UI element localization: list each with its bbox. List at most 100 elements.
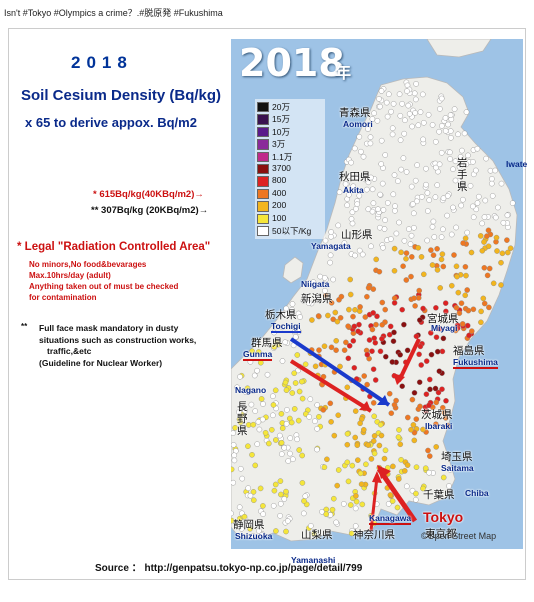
- measurement-dot: [333, 519, 339, 526]
- measurement-dot: [362, 314, 369, 320]
- measurement-dot: [457, 154, 464, 160]
- measurement-dot: [278, 410, 285, 417]
- measurement-dot: [386, 331, 393, 338]
- legend-row: 10万: [257, 126, 323, 138]
- measurement-dot: [410, 422, 417, 428]
- measurement-dot: [429, 223, 436, 230]
- label-gunma-en: Gunma: [243, 349, 273, 361]
- measurement-dot: [465, 307, 472, 314]
- year-heading: 2018: [71, 53, 133, 72]
- measurement-dot: [403, 169, 410, 175]
- measurement-dot: [430, 252, 437, 258]
- measurement-dot: [262, 429, 269, 436]
- label-kanagawa-jp: 神奈川県: [353, 529, 395, 541]
- measurement-dot: [394, 504, 401, 511]
- measurement-dot: [358, 481, 365, 488]
- measurement-dot: [374, 118, 381, 124]
- label-saitama-en: Saitama: [441, 463, 474, 473]
- measurement-dot: [285, 458, 292, 464]
- measurement-dot: [299, 452, 305, 459]
- measurement-dot: [413, 81, 419, 87]
- measurement-dot: [434, 245, 440, 252]
- measurement-dot: [283, 305, 290, 312]
- label-akita-en: Akita: [343, 185, 364, 195]
- measurement-dot: [404, 88, 410, 94]
- legend-label: 100: [272, 212, 287, 223]
- measurement-dot: [453, 224, 459, 231]
- measurement-dot: [250, 489, 257, 495]
- measurement-dot: [231, 479, 236, 486]
- measurement-dot: [438, 234, 445, 240]
- measurement-dot: [279, 451, 285, 457]
- measurement-dot: [358, 148, 364, 155]
- measurement-dot: [353, 206, 359, 212]
- measurement-dot: [377, 348, 384, 355]
- measurement-dot: [370, 200, 377, 206]
- measurement-dot: [328, 344, 335, 351]
- measurement-dot: [322, 287, 328, 294]
- measurement-dot: [414, 162, 420, 168]
- measurement-dot: [413, 490, 419, 497]
- measurement-dot: [423, 181, 429, 188]
- measurement-dot: [484, 272, 491, 279]
- measurement-dot: [415, 122, 422, 128]
- mask-line: traffic,&etc: [47, 346, 92, 356]
- measurement-dot: [381, 455, 388, 462]
- measurement-dot: [308, 523, 314, 529]
- measurement-dot: [385, 501, 392, 507]
- measurement-dot: [236, 504, 243, 511]
- measurement-dot: [420, 305, 426, 312]
- measurement-dot: [378, 88, 385, 94]
- measurement-dot: [279, 311, 285, 317]
- measurement-dot: [400, 155, 407, 161]
- measurement-dot: [292, 334, 299, 340]
- measurement-dot: [260, 503, 266, 509]
- measurement-dot: [349, 209, 356, 215]
- measurement-dot: [458, 202, 464, 209]
- measurement-dot: [389, 125, 396, 131]
- measurement-dot: [350, 338, 357, 344]
- measurement-dot: [356, 134, 363, 140]
- measurement-dot: [426, 402, 432, 409]
- measurement-dot: [296, 447, 302, 453]
- measurement-dot: [281, 444, 288, 451]
- measurement-dot: [489, 176, 495, 182]
- measurement-dot: [428, 351, 435, 358]
- measurement-dot: [231, 466, 235, 473]
- measurement-dot: [314, 402, 320, 408]
- label-fukushima-jp: 福島県: [453, 345, 485, 357]
- legend-row: 20万: [257, 101, 323, 113]
- measurement-dot: [451, 252, 457, 258]
- measurement-dot: [378, 137, 385, 144]
- measurement-dot: [432, 385, 439, 392]
- measurement-dot: [270, 502, 277, 509]
- measurement-dot: [295, 417, 302, 424]
- measurement-dot: [319, 508, 325, 515]
- measurement-dot: [277, 478, 284, 484]
- measurement-dot: [439, 404, 446, 411]
- measurement-dot: [419, 194, 425, 200]
- measurement-dot: [330, 316, 336, 323]
- legend-swatch: [257, 225, 269, 237]
- measurement-dot: [334, 482, 340, 489]
- measurement-dot: [367, 134, 374, 140]
- measurement-dot: [272, 387, 279, 394]
- label-aomori-en: Aomori: [343, 119, 373, 129]
- land-hokkaido: [426, 39, 492, 58]
- measurement-dot: [279, 324, 286, 331]
- measurement-dot: [314, 425, 320, 432]
- measurement-dot: [397, 113, 404, 119]
- legend-row: 3万: [257, 138, 323, 150]
- measurement-dot: [444, 212, 450, 219]
- measurement-dot: [231, 517, 235, 524]
- measurement-dot: [440, 263, 447, 270]
- measurement-dot: [419, 91, 426, 98]
- measurement-dot: [278, 491, 284, 498]
- measurement-dot: [396, 91, 403, 98]
- measurement-dot: [352, 306, 358, 313]
- measurement-dot: [398, 249, 404, 256]
- measurement-dot: [364, 351, 371, 358]
- measurement-dot: [479, 247, 486, 254]
- measurement-dot: [378, 161, 384, 167]
- measurement-dot: [376, 268, 383, 275]
